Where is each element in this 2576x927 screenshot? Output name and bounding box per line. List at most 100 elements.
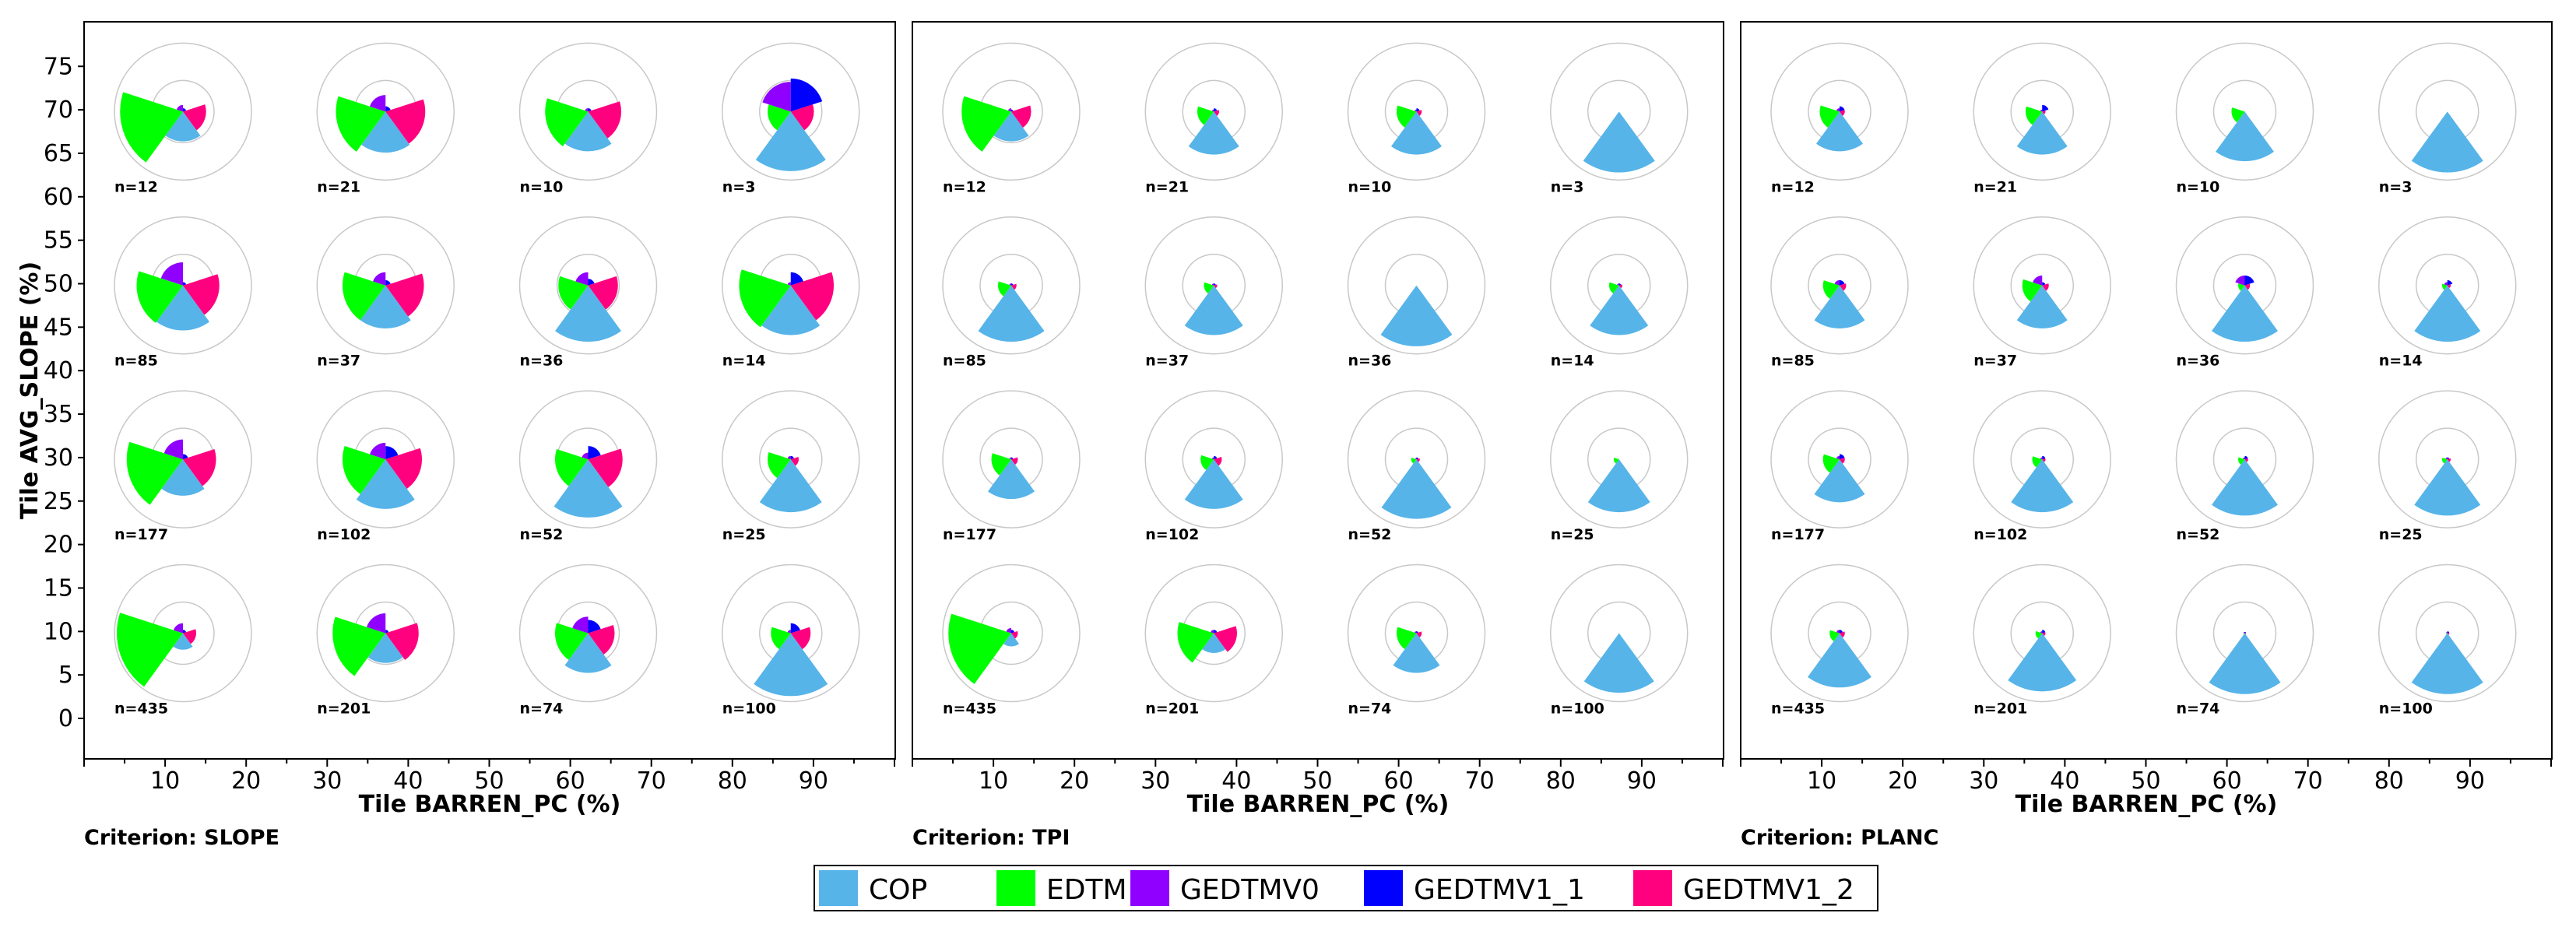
outer-ring bbox=[316, 42, 455, 181]
outer-ring bbox=[2175, 564, 2314, 703]
legend-swatch bbox=[1633, 870, 1672, 906]
wedge-gedtmv1_1 bbox=[385, 630, 389, 634]
y-tick-label: 45 bbox=[44, 314, 73, 341]
x-tick-label: 90 bbox=[2455, 767, 2485, 795]
wedge-edtm bbox=[1204, 282, 1214, 294]
count-label: n=37 bbox=[1145, 353, 1189, 370]
wedge-cop bbox=[2212, 285, 2278, 342]
count-label: n=177 bbox=[1771, 526, 1825, 543]
wedge-cop bbox=[1184, 459, 1243, 509]
glyph-cell: n=14 bbox=[1550, 216, 1689, 370]
legend-label: GEDTMV1_1 bbox=[1414, 874, 1585, 906]
count-label: n=3 bbox=[1551, 178, 1584, 195]
wedge-gedtmv1_1 bbox=[183, 108, 187, 112]
wedge-gedtmv0 bbox=[1211, 109, 1214, 112]
outer-ring bbox=[942, 564, 1081, 703]
y-axis: 0 5 10 15 20 25 30 35 40 45 50 55 60 65 70 75 Tile AVG_S… bbox=[16, 53, 84, 732]
wedge-cop bbox=[555, 285, 621, 342]
x-tick-label: 40 bbox=[1221, 767, 1251, 795]
legend-label: GEDTMV1_2 bbox=[1683, 874, 1854, 906]
wedge-cop bbox=[1380, 285, 1453, 346]
wedge-gedtmv0 bbox=[2235, 275, 2245, 286]
wedge-gedtmv1_1 bbox=[2447, 457, 2450, 460]
wedge-gedtmv1_1 bbox=[385, 446, 399, 460]
wedge-gedtmv1_2 bbox=[1840, 110, 1845, 116]
wedge-gedtmv1_1 bbox=[1011, 630, 1015, 634]
wedge-gedtmv1_2 bbox=[183, 274, 220, 315]
wedge-edtm bbox=[136, 271, 184, 323]
glyph-cell: n=435 bbox=[1770, 564, 1909, 718]
count-label: n=85 bbox=[1771, 353, 1815, 370]
count-label: n=10 bbox=[520, 178, 564, 195]
glyph-cell: n=21 bbox=[1973, 42, 2112, 195]
wedge-gedtmv1_2 bbox=[1416, 458, 1420, 462]
wedge-gedtmv1_2 bbox=[2042, 111, 2046, 114]
x-tick-label: 60 bbox=[1384, 767, 1414, 795]
wedge-edtm bbox=[2035, 630, 2043, 639]
count-label: n=201 bbox=[317, 701, 371, 718]
wedge-edtm bbox=[2032, 456, 2043, 468]
wedge-gedtmv1_2 bbox=[385, 273, 424, 317]
count-label: n=100 bbox=[1551, 701, 1604, 718]
x-tick-label: 70 bbox=[1465, 767, 1495, 795]
glyph-cell: n=3 bbox=[722, 42, 860, 195]
wedge-gedtmv0 bbox=[2446, 631, 2448, 634]
glyph-cell: n=74 bbox=[2175, 564, 2314, 718]
wedge-gedtmv1_2 bbox=[385, 448, 422, 489]
wedge-cop bbox=[161, 459, 205, 496]
panel-3: 10 20 30 40 50 60 70 80 90 Tile BARREN_PC (%) Crit… bbox=[1740, 21, 2553, 850]
wedge-edtm bbox=[2243, 633, 2245, 634]
y-axis-label: Tile AVG_SLOPE (%) bbox=[16, 262, 44, 519]
wedge-cop bbox=[1393, 633, 1440, 673]
outer-ring bbox=[316, 564, 455, 703]
wedge-gedtmv1_2 bbox=[2447, 458, 2451, 462]
wedge-gedtmv1_2 bbox=[1011, 630, 1018, 639]
wedge-cop bbox=[1814, 459, 1865, 503]
wedge-gedtmv1_1 bbox=[1416, 630, 1418, 634]
wedge-cop bbox=[2016, 111, 2068, 155]
y-tick-label: 5 bbox=[58, 662, 73, 689]
glyph-cell: n=25 bbox=[2378, 390, 2517, 543]
legend-swatch bbox=[1130, 870, 1169, 906]
glyph-cell: n=85 bbox=[114, 216, 252, 370]
wedge-gedtmv1_1 bbox=[1840, 279, 1845, 286]
wedge-gedtmv0 bbox=[1836, 108, 1840, 112]
wedge-gedtmv1_1 bbox=[1214, 630, 1218, 634]
y-tick-label: 60 bbox=[44, 184, 73, 211]
wedge-gedtmv0 bbox=[1836, 455, 1840, 460]
legend-item: GEDTMV0 bbox=[1130, 870, 1320, 906]
wedge-gedtmv1_2 bbox=[588, 625, 615, 655]
outer-ring bbox=[1347, 564, 1486, 703]
wedge-gedtmv0 bbox=[2033, 275, 2043, 286]
wedge-cop bbox=[2011, 459, 2074, 513]
count-label: n=85 bbox=[114, 353, 158, 370]
outer-ring bbox=[114, 42, 252, 181]
criterion-label: Criterion: SLOPE bbox=[84, 826, 279, 850]
wedge-gedtmv1_1 bbox=[2244, 455, 2248, 460]
outer-ring bbox=[518, 564, 658, 703]
outer-ring bbox=[1770, 390, 1909, 528]
wedge-gedtmv1_1 bbox=[1840, 454, 1845, 460]
wedge-gedtmv1_2 bbox=[2244, 633, 2247, 634]
outer-ring bbox=[1550, 42, 1689, 181]
wedge-gedtmv0 bbox=[787, 455, 791, 460]
wedge-edtm bbox=[554, 449, 589, 486]
count-label: n=12 bbox=[1771, 178, 1815, 195]
outer-ring bbox=[722, 564, 860, 703]
legend-frame bbox=[814, 865, 1878, 911]
outer-ring bbox=[2175, 390, 2314, 528]
wedge-gedtmv0 bbox=[2444, 282, 2448, 286]
wedge-cop bbox=[173, 633, 193, 650]
x-tick-label: 80 bbox=[2374, 767, 2404, 795]
wedge-cop bbox=[755, 111, 826, 171]
count-label: n=25 bbox=[722, 526, 766, 543]
legend-swatch bbox=[819, 870, 858, 906]
wedge-gedtmv1_2 bbox=[2447, 632, 2450, 635]
wedge-gedtmv0 bbox=[1211, 630, 1214, 634]
wedge-gedtmv1_1 bbox=[2042, 104, 2049, 112]
count-label: n=21 bbox=[317, 178, 360, 195]
x-tick-label: 30 bbox=[1969, 767, 1998, 795]
glyph-cell: n=177 bbox=[942, 390, 1081, 543]
y-tick-label: 30 bbox=[44, 444, 73, 472]
